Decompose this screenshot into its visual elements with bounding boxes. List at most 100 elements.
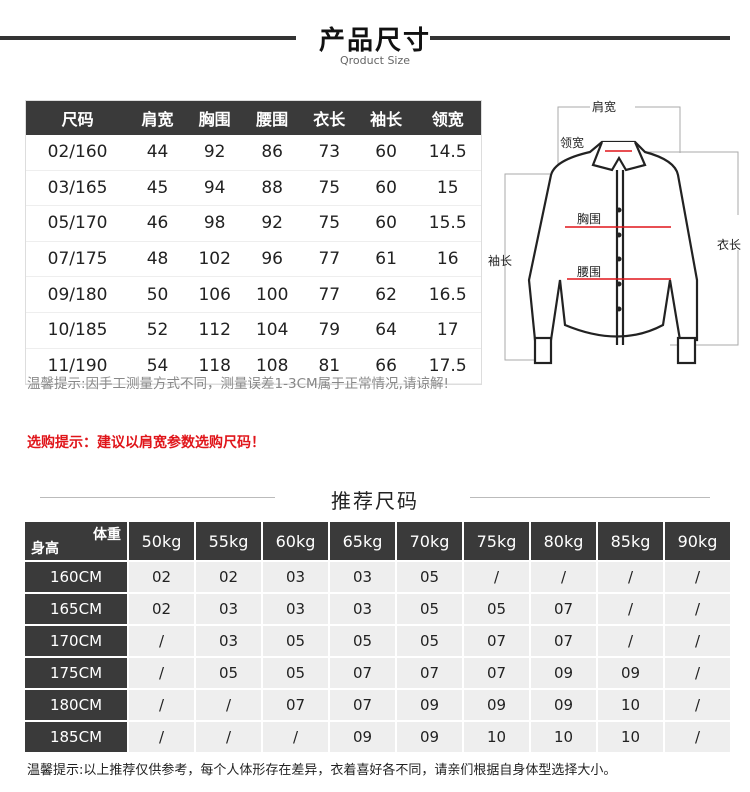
rec-rule-right xyxy=(470,497,710,498)
table-cell: 16 xyxy=(414,242,481,278)
size-cell: / xyxy=(665,562,730,592)
table-row: 07/175 48 102 96 77 61 16 xyxy=(26,242,481,278)
size-cell: 07 xyxy=(263,690,328,720)
size-cell: / xyxy=(665,690,730,720)
table-row: 185CM / //09 09 10 10 10/ xyxy=(25,722,730,752)
size-cell: 05 xyxy=(263,658,328,688)
page-title: 产品尺寸 xyxy=(318,26,431,56)
rec-rule-left xyxy=(40,497,275,498)
label-length: 衣长 xyxy=(717,238,742,252)
size-cell: / xyxy=(263,722,328,752)
height-header: 165CM xyxy=(25,594,127,624)
table-row: 05/170 46 98 92 75 60 15.5 xyxy=(26,206,481,242)
size-cell: 09 xyxy=(531,690,596,720)
table-cell: 45 xyxy=(129,171,186,207)
table-row: 03/165 45 94 88 75 60 15 xyxy=(26,171,481,207)
size-cell: 10 xyxy=(531,722,596,752)
table-cell: 50 xyxy=(129,277,186,313)
table-row: 175CM/05 05 07 07 07 09 09/ xyxy=(25,658,730,688)
table-row: 10/185 52 112 104 79 64 17 xyxy=(26,313,481,349)
column-header: 领宽 xyxy=(414,101,481,135)
label-collar: 领宽 xyxy=(560,136,585,150)
size-cell: 05 xyxy=(397,626,462,656)
label-sleeve: 袖长 xyxy=(488,254,513,268)
height-header: 175CM xyxy=(25,658,127,688)
table-cell: 09/180 xyxy=(26,277,130,313)
corner-height: 身高 xyxy=(31,541,59,557)
page-subtitle: Qroduct Size xyxy=(339,54,411,67)
table-cell: 79 xyxy=(300,313,358,349)
size-cell: / xyxy=(665,658,730,688)
table-cell: 02/160 xyxy=(26,135,130,171)
table-cell: 66 xyxy=(357,349,415,385)
weight-header: 70kg xyxy=(397,522,462,560)
size-cell: 07 xyxy=(464,626,529,656)
size-cell: 05 xyxy=(196,658,261,688)
weight-header: 90kg xyxy=(665,522,730,560)
corner-weight: 体重 xyxy=(93,527,121,543)
table-cell: 106 xyxy=(185,277,244,313)
table-cell: 88 xyxy=(243,171,301,207)
size-cell: 07 xyxy=(330,658,395,688)
shirt-diagram xyxy=(504,106,739,365)
measure-note: 温馨提示:因手工测量方式不同，测量误差1-3CM属于正常情况,请谅解! xyxy=(27,376,449,392)
table-row: 11/190 54 118 108 81 66 17.5 xyxy=(26,349,481,385)
size-cell: 03 xyxy=(263,594,328,624)
table-cell: 75 xyxy=(300,171,358,207)
weight-header: 65kg xyxy=(330,522,395,560)
size-cell: / xyxy=(129,658,194,688)
table-cell: 61 xyxy=(357,242,415,278)
table-cell: 92 xyxy=(185,135,244,171)
size-cell: 02 xyxy=(196,562,261,592)
recommend-title: 推荐尺码 xyxy=(331,489,419,513)
size-cell: 03 xyxy=(330,594,395,624)
label-waist: 腰围 xyxy=(577,265,602,279)
table-cell: 81 xyxy=(300,349,358,385)
size-cell: 10 xyxy=(598,722,663,752)
table-cell: 108 xyxy=(243,349,301,385)
table-cell: 16.5 xyxy=(414,277,481,313)
size-cell: / xyxy=(531,562,596,592)
size-cell: 10 xyxy=(464,722,529,752)
measure-lines xyxy=(565,150,671,280)
weight-header: 85kg xyxy=(598,522,663,560)
height-header: 180CM xyxy=(25,690,127,720)
table-cell: 48 xyxy=(129,242,186,278)
size-cell: / xyxy=(665,594,730,624)
table-row: 180CM //07 07 09 09 09 10/ xyxy=(25,690,730,720)
table-cell: 96 xyxy=(243,242,301,278)
table-cell: 11/190 xyxy=(26,349,130,385)
table-cell: 118 xyxy=(185,349,244,385)
table-cell: 52 xyxy=(129,313,186,349)
height-header: 160CM xyxy=(25,562,127,592)
table-cell: 60 xyxy=(357,206,415,242)
weight-header: 55kg xyxy=(196,522,261,560)
size-cell: 07 xyxy=(464,658,529,688)
table-cell: 15 xyxy=(414,171,481,207)
table-cell: 60 xyxy=(357,171,415,207)
size-cell: 03 xyxy=(196,626,261,656)
height-header: 185CM xyxy=(25,722,127,752)
table-cell: 77 xyxy=(300,242,358,278)
size-cell: 10 xyxy=(598,690,663,720)
buy-note: 选购提示：建议以肩宽参数选购尺码！ xyxy=(27,435,265,451)
column-header: 尺码 xyxy=(26,101,130,135)
table-cell: 94 xyxy=(185,171,244,207)
size-cell: 02 xyxy=(129,562,194,592)
size-cell: 02 xyxy=(129,594,194,624)
size-cell: 05 xyxy=(263,626,328,656)
size-cell: / xyxy=(196,722,261,752)
weight-header: 75kg xyxy=(464,522,529,560)
label-shoulder: 肩宽 xyxy=(592,100,617,114)
table-cell: 03/165 xyxy=(26,171,130,207)
table-cell: 60 xyxy=(357,135,415,171)
table-cell: 112 xyxy=(185,313,244,349)
table-cell: 17 xyxy=(414,313,481,349)
table-cell: 77 xyxy=(300,277,358,313)
table-cell: 98 xyxy=(185,206,244,242)
shirt-outline-icon xyxy=(527,140,699,365)
table-row: 165CM 02 03 03 03 05 05 07// xyxy=(25,594,730,624)
height-header: 170CM xyxy=(25,626,127,656)
table-row: 09/180 50 106 100 77 62 16.5 xyxy=(26,277,481,313)
table-cell: 17.5 xyxy=(414,349,481,385)
